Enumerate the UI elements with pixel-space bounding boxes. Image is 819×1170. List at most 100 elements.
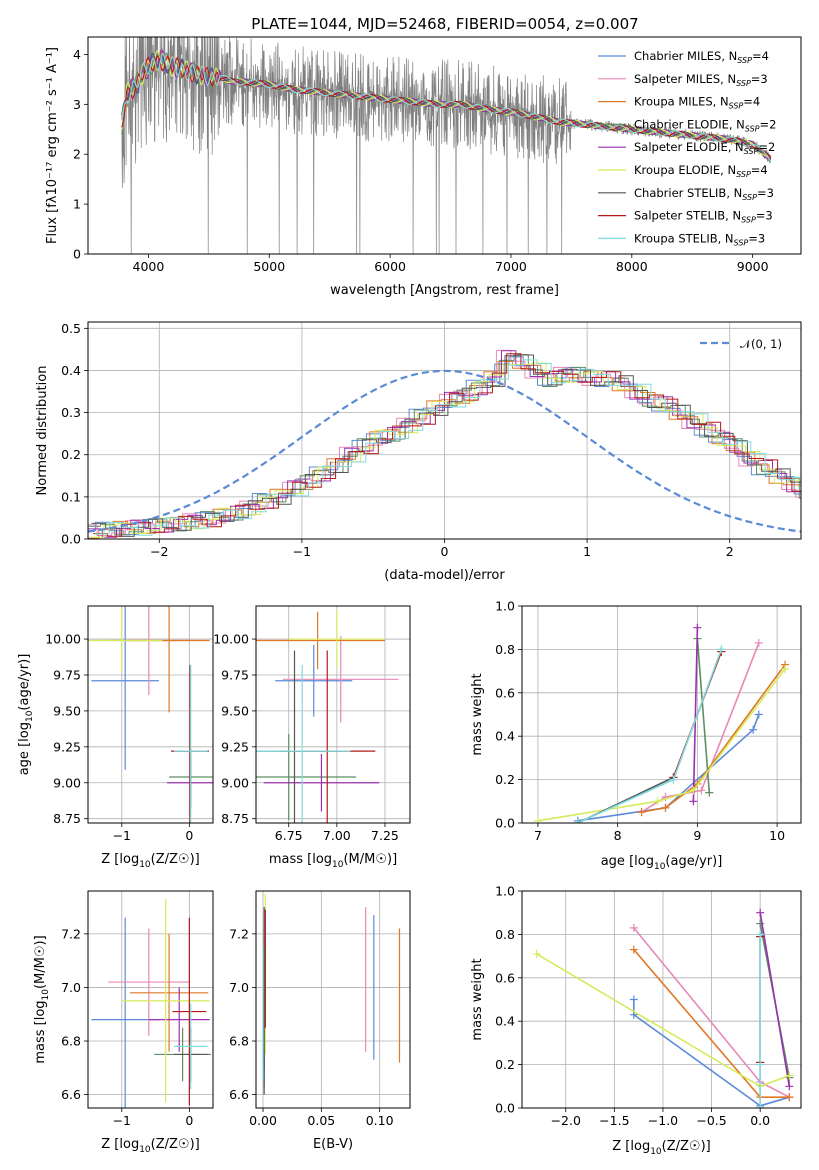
normal-curve <box>88 369 801 533</box>
x-tick-label: 5000 <box>253 259 285 274</box>
weight-line <box>633 999 790 1107</box>
x-tick-label: −2.0 <box>551 1113 581 1128</box>
legend-label: Kroupa STELIB, NSSP=3 <box>634 231 765 247</box>
xlabel-label: E(B-V) <box>313 1137 353 1152</box>
xlabel-label-rest: (age/yr)] <box>665 854 722 869</box>
plot-area <box>88 349 801 539</box>
axes-frame <box>255 605 411 824</box>
xlabel-label: age [log10(age/yr)] <box>601 854 723 872</box>
y-axis-label: Flux [fλ10⁻¹⁷ erg cm⁻² s⁻¹ A⁻¹] <box>45 47 60 244</box>
y-tick-label: 9.75 <box>53 667 81 682</box>
x-tick-label: 9 <box>693 828 701 843</box>
histogram-step <box>89 362 801 538</box>
legend-sub: SSP <box>742 193 757 202</box>
weight-line <box>641 664 786 813</box>
weight-marker <box>754 638 763 647</box>
ylabel-label-text: mass weight <box>470 673 485 755</box>
xlabel-label-text: E(B-V) <box>313 1137 353 1152</box>
figure-title: PLATE=1044, MJD=52468, FIBERID=0054, z=0… <box>251 15 638 33</box>
axes-frame <box>87 36 802 255</box>
x-tick-label: 8000 <box>616 259 648 274</box>
weight-marker <box>629 945 638 954</box>
weight-marker <box>637 808 646 817</box>
legend-name: Chabrier MILES, N <box>634 49 737 63</box>
legend-sub: SSP <box>745 124 760 133</box>
y-tick-label: 8.75 <box>221 811 249 826</box>
x-tick-label: 0.0 <box>750 1113 770 1128</box>
legend-sub: SSP <box>741 216 756 225</box>
y-tick-label: 0.8 <box>495 927 515 942</box>
axes-frame <box>255 890 411 1109</box>
legend-name: Kroupa MILES, N <box>634 95 729 109</box>
xlabel-label: Z [log10(Z/Z☉)] <box>101 852 199 870</box>
y-tick-label: 0.4 <box>495 729 515 744</box>
xlabel-label: Z [log10(Z/Z☉)] <box>612 1139 710 1157</box>
y-axis-label: Normed distribution <box>35 366 50 496</box>
ylabel-label-rest: (age/yr)] <box>17 654 32 711</box>
weight-marker <box>533 816 542 823</box>
plot-area <box>91 899 211 1108</box>
legend-label: 𝒩(0, 1) <box>740 337 782 351</box>
legend-name: Salpeter ELODIE, N <box>634 140 744 154</box>
legend-suffix: =4 <box>752 49 769 63</box>
xlabel-label-text: Z [log <box>101 1137 139 1152</box>
y-tick-label: 0.5 <box>61 321 81 336</box>
x-tick-label: 6000 <box>374 259 406 274</box>
y-tick-label: 6.8 <box>61 1034 81 1049</box>
y-tick-label: 0.0 <box>495 816 515 831</box>
chart-mass_vs_ebv: 0.00 0.05 0.10 6.6 6.8 7.0 7.2 E(B-V) <box>229 890 411 1152</box>
y-tick-label: 2 <box>73 147 81 162</box>
legend-sub: SSP <box>734 238 749 247</box>
x-axis-label: (data-model)/error <box>384 568 505 583</box>
chart-age_vs_mass: 6.75 7.00 7.25 8.75 9.00 9.25 9.50 9.75 10.00 mas… <box>213 605 411 870</box>
y-tick-label: 0.4 <box>495 1014 515 1029</box>
plot-area <box>88 606 213 823</box>
xlabel-label-text: wavelength [Angstrom, rest frame] <box>330 283 559 298</box>
weight-marker <box>749 725 758 734</box>
x-tick-label: 1 <box>583 544 591 559</box>
plot-area <box>256 610 399 823</box>
weight-marker <box>573 819 582 823</box>
legend-label: Chabrier ELODIE, NSSP=2 <box>634 117 776 133</box>
chart-mass_vs_Z: −1 06.66.87.07.2Z [log10(Z/Z☉)]mass [log1… <box>33 890 214 1155</box>
y-tick-label: 0.2 <box>61 447 81 462</box>
xlabel-label-sub: 10 <box>650 1147 662 1157</box>
legend-suffix: =3 <box>757 186 774 200</box>
x-tick-label: 0.10 <box>366 1113 394 1128</box>
legend-name: Chabrier ELODIE, N <box>634 117 745 131</box>
xlabel-label-sub: 10 <box>139 1145 151 1155</box>
model-line <box>121 54 772 160</box>
y-tick-label: 6.8 <box>229 1034 249 1049</box>
weight-line <box>692 627 699 802</box>
weight-marker <box>697 786 706 795</box>
axes-frame <box>87 890 214 1109</box>
x-tick-label: 7.25 <box>371 828 399 843</box>
y-tick-label: 0.2 <box>495 1057 515 1072</box>
y-tick-label: 0.4 <box>61 363 81 378</box>
ylabel-label-rest: (M/M☉)] <box>33 935 48 989</box>
legend-sub: SSP <box>736 79 751 88</box>
x-tick-label: 8 <box>614 828 622 843</box>
y-tick-label: 0.0 <box>495 1101 515 1116</box>
charts: 4000 5000 6000 7000 8000 900001234wavelength … <box>17 36 802 1157</box>
y-tick-label: 0 <box>73 247 81 262</box>
xlabel-label-rest: (Z/Z☉)] <box>662 1139 711 1154</box>
x-tick-label: −1.5 <box>599 1113 629 1128</box>
xlabel-label: Z [log10(Z/Z☉)] <box>101 1137 199 1155</box>
y-tick-label: 0.8 <box>495 642 515 657</box>
y-tick-label: 9.50 <box>221 703 249 718</box>
weight-marker <box>629 923 638 932</box>
xlabel-label-rest: (M/M☉)] <box>343 852 397 867</box>
x-tick-label: −2 <box>150 544 168 559</box>
y-tick-label: 7.2 <box>61 926 81 941</box>
legend-sub: SSP <box>729 102 744 111</box>
ylabel-label-text: age [log <box>17 722 32 775</box>
x-tick-label: −1 <box>293 544 311 559</box>
plot-area <box>121 37 772 254</box>
x-tick-label: 2 <box>726 544 734 559</box>
y-tick-label: 3 <box>73 97 81 112</box>
x-tick-label: 0.00 <box>249 1113 277 1128</box>
x-tick-label: 9000 <box>737 259 769 274</box>
